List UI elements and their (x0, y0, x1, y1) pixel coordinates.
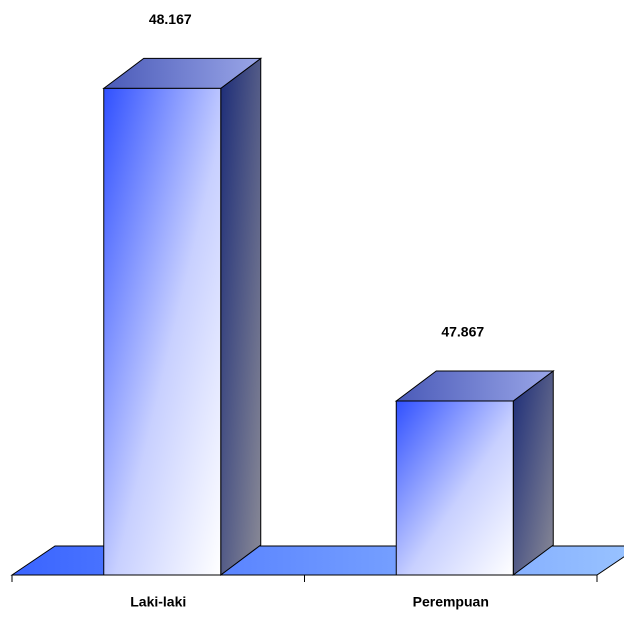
bar-side (512, 369, 554, 576)
bar (103, 87, 222, 576)
bar-side (220, 57, 262, 576)
bar (395, 400, 514, 576)
x-tick-label: Perempuan (413, 594, 489, 610)
data-label: 48.167 (149, 11, 192, 27)
data-label: 47.867 (441, 324, 484, 340)
x-tick-label: Laki-laki (130, 594, 186, 610)
